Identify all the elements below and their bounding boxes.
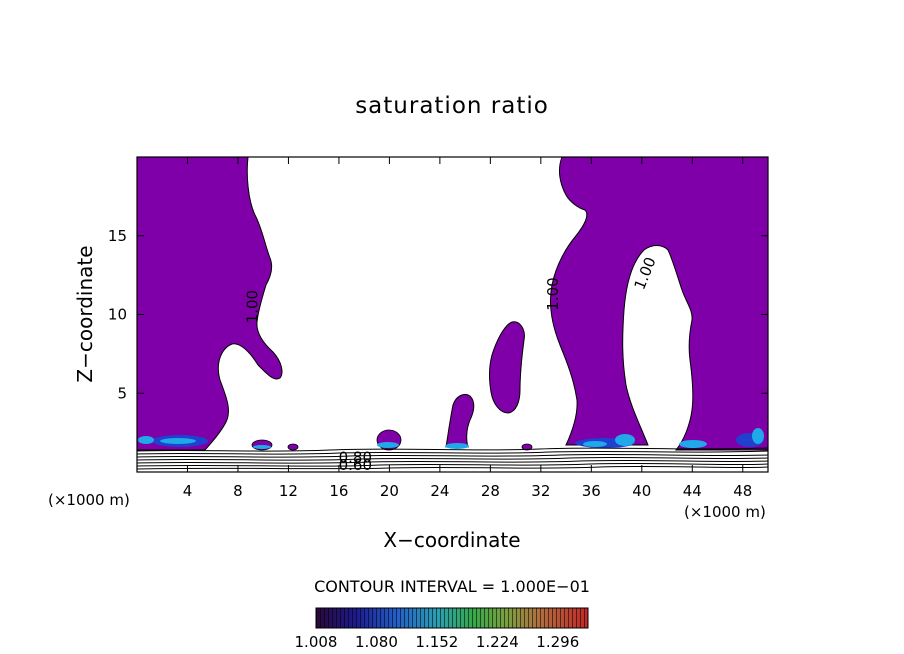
saturation-region-left <box>137 157 283 451</box>
y-axis-ticks: 5 10 15 <box>108 227 768 402</box>
x-unit-label-left: (×1000 m) <box>48 491 130 509</box>
x-tick-label: 40 <box>632 482 651 500</box>
colorbar: 1.008 1.080 1.152 1.224 1.296 <box>295 607 589 651</box>
x-tick-label: 16 <box>329 482 348 500</box>
contour-interval-text: CONTOUR INTERVAL = 1.000E−01 <box>314 577 590 596</box>
y-axis-title: Z−coordinate <box>73 245 97 382</box>
low-level-contours <box>137 447 768 470</box>
x-axis-ticks: 4 8 12 16 20 24 28 32 36 40 44 48 <box>183 157 752 500</box>
colorbar-label: 1.008 <box>295 633 338 651</box>
saturation-region-small <box>445 393 475 448</box>
colorbar-labels: 1.008 1.080 1.152 1.224 1.296 <box>295 633 580 651</box>
y-tick-label: 15 <box>108 227 127 245</box>
colorbar-frame <box>315 607 589 629</box>
x-tick-label: 44 <box>683 482 702 500</box>
saturation-region-middle <box>489 321 525 414</box>
contour-label: 1.00 <box>244 290 262 323</box>
y-tick-label: 10 <box>108 306 127 324</box>
colorbar-label: 1.080 <box>355 633 398 651</box>
contour-label: 0.60 <box>339 456 372 474</box>
x-tick-label: 8 <box>233 482 243 500</box>
chart-title: saturation ratio <box>355 93 549 119</box>
contour-label: 0.80 <box>339 448 372 466</box>
x-tick-label: 28 <box>481 482 500 500</box>
cloud-base-patches <box>138 428 764 451</box>
x-tick-label: 12 <box>279 482 298 500</box>
x-tick-label: 48 <box>733 482 752 500</box>
colorbar-label: 1.224 <box>476 633 519 651</box>
x-tick-label: 36 <box>582 482 601 500</box>
x-tick-label: 24 <box>430 482 449 500</box>
contour-fields <box>137 157 768 470</box>
x-axis-title: X−coordinate <box>383 528 520 552</box>
x-tick-label: 4 <box>183 482 193 500</box>
x-tick-label: 20 <box>380 482 399 500</box>
x-tick-label: 32 <box>531 482 550 500</box>
colorbar-label: 1.152 <box>415 633 458 651</box>
contour-label: 1.00 <box>544 277 562 310</box>
saturation-region-right <box>549 157 768 451</box>
y-tick-label: 5 <box>117 384 127 402</box>
colorbar-label: 1.296 <box>536 633 579 651</box>
x-unit-label-right: (×1000 m) <box>684 503 766 521</box>
colorbar-stripes <box>316 608 588 628</box>
